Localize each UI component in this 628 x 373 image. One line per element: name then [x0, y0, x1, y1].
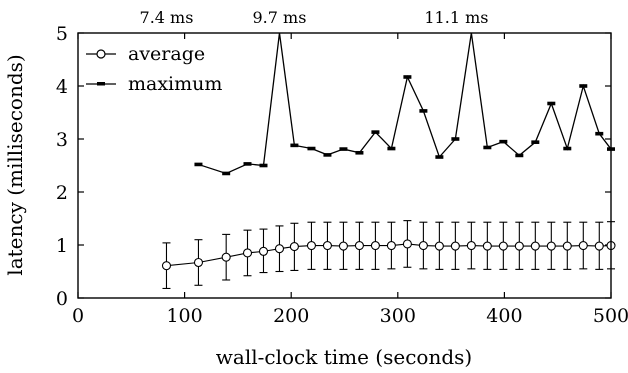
average-point — [161, 261, 172, 271]
maximum-point — [222, 171, 231, 176]
maximum-point — [451, 137, 460, 141]
y-tick-label: 4 — [56, 76, 68, 98]
legend: average maximum — [86, 43, 222, 95]
average-point — [322, 240, 332, 251]
average-point — [530, 241, 540, 251]
x-tick-label: 300 — [380, 305, 416, 327]
average-point — [258, 246, 269, 256]
maximum-point — [531, 140, 540, 144]
plot-frame — [77, 32, 612, 299]
legend-average-marker — [96, 49, 106, 59]
maximum-point — [499, 139, 508, 144]
average-point — [450, 241, 460, 251]
offscale-annotation: 11.1 ms — [424, 8, 488, 27]
average-point — [482, 241, 492, 251]
average-point — [578, 240, 588, 251]
maximum-point — [290, 143, 299, 148]
average-point — [466, 240, 476, 251]
legend-maximum-label: maximum — [128, 73, 222, 95]
maximum-point — [403, 75, 412, 79]
average-point — [418, 240, 428, 251]
average-point — [402, 239, 412, 249]
average-point — [306, 240, 317, 251]
y-axis-title: latency (milliseconds) — [3, 54, 27, 275]
maximum-point — [387, 146, 396, 151]
average-point — [546, 241, 556, 251]
y-tick-label: 5 — [56, 23, 68, 45]
offscale-annotation: 9.7 ms — [253, 8, 307, 27]
x-tick-label: 500 — [593, 305, 628, 327]
series-maximum-line — [198, 32, 612, 175]
maximum-point — [579, 84, 588, 88]
average-point — [498, 241, 508, 251]
average-point — [193, 257, 204, 268]
average-point — [386, 240, 396, 251]
maximum-point — [547, 101, 556, 106]
legend-average-label: average — [128, 43, 205, 65]
x-tick-label: 0 — [72, 305, 84, 327]
y-tick-label: 1 — [56, 235, 68, 257]
average-point — [354, 240, 364, 251]
maximum-point — [339, 147, 348, 151]
maximum-point — [595, 131, 604, 136]
maximum-point — [483, 145, 492, 150]
maximum-point — [371, 130, 380, 134]
average-point — [338, 241, 348, 251]
x-tick-label: 200 — [273, 305, 309, 327]
average-point — [514, 241, 524, 251]
x-tick-label: 100 — [166, 305, 202, 327]
maximum-point — [259, 163, 268, 168]
maximum-point — [194, 162, 203, 167]
y-tick-label: 2 — [56, 182, 68, 204]
average-point — [370, 240, 380, 251]
maximum-point — [323, 153, 332, 157]
average-point — [594, 241, 604, 251]
maximum-point — [355, 150, 364, 155]
legend-maximum-marker — [97, 82, 105, 86]
y-tick-label: 3 — [56, 129, 68, 151]
average-point — [274, 244, 285, 254]
average-point — [289, 242, 299, 252]
maximum-point — [307, 146, 316, 151]
average-point — [242, 248, 253, 258]
maximum-point — [243, 162, 252, 166]
maximum-point — [515, 153, 524, 158]
average-point — [221, 252, 231, 262]
maximum-point — [419, 109, 428, 113]
average-point — [562, 241, 572, 251]
maximum-point — [563, 146, 572, 151]
x-tick-label: 400 — [486, 305, 522, 327]
x-axis-title: wall-clock time (seconds) — [216, 345, 472, 369]
y-tick-label: 0 — [56, 288, 68, 310]
offscale-annotation: 7.4 ms — [140, 8, 194, 27]
maximum-point — [435, 155, 444, 159]
average-point — [434, 241, 444, 251]
